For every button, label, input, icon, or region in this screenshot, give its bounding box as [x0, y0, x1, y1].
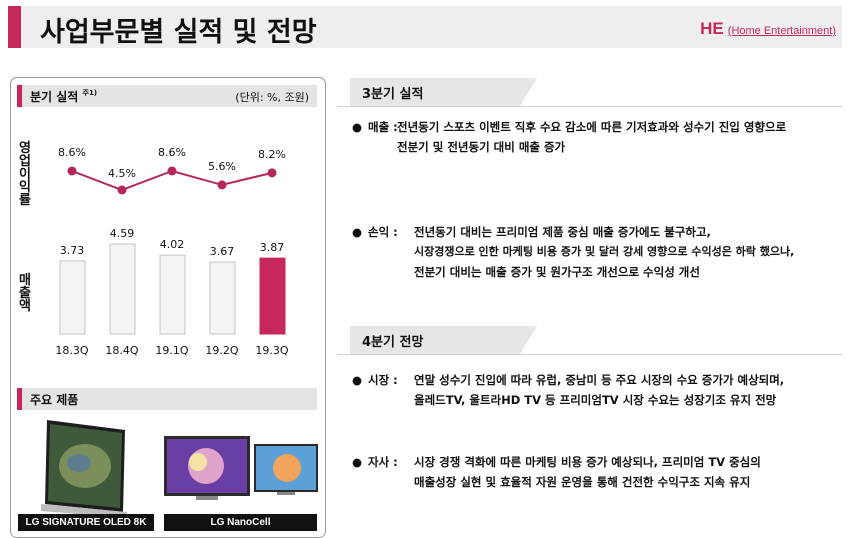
q4-market-item: ● 시장 : 연말 성수기 진입에 따라 유럽, 중남미 등 주요 시장의 수요…: [352, 370, 842, 412]
q4-market-line-2: 올레드TV, 울트라HD TV 등 프리미엄TV 시장 수요는 성장기조 유지 …: [414, 393, 777, 407]
footnote-marker: 주1): [82, 89, 98, 97]
sales-data-label: 3.73: [60, 244, 85, 257]
operating-margin-data-label: 8.2%: [258, 148, 286, 161]
operating-margin-data-label: 8.6%: [158, 146, 186, 159]
quarterly-performance-title: 분기 실적 주1): [30, 89, 98, 104]
bullet-icon: ●: [352, 455, 363, 469]
operating-margin-point: [67, 166, 77, 176]
q3-profit-label: 손익 :: [368, 225, 398, 239]
title-bar: 사업부문별 실적 및 전망 HE (Home Entertainment): [8, 6, 842, 48]
q4-outlook-header: 4분기 전망: [350, 326, 537, 354]
q3-results-title: 3분기 실적: [362, 87, 424, 102]
x-tick-label: 18.3Q: [55, 344, 88, 357]
q3-sales-label: 매출 :: [368, 120, 398, 134]
q3-sales-line-2: 전분기 및 전년동기 대비 매출 증가: [397, 140, 566, 154]
x-tick-label: 19.2Q: [205, 344, 238, 357]
sales-data-label: 3.67: [210, 245, 235, 258]
division-label: HE (Home Entertainment): [700, 19, 836, 39]
x-tick-label: 19.1Q: [155, 344, 188, 357]
q3-profit-line-3: 전분기 대비는 매출 증가 및 원가구조 개선으로 수익성 개선: [414, 265, 700, 279]
product-label-nanocell: LG NanoCell: [164, 514, 317, 531]
bullet-icon: ●: [352, 225, 363, 239]
operating-margin-data-label: 5.6%: [208, 160, 236, 173]
q3-results-header: 3분기 실적: [350, 78, 537, 106]
oled-8k-tv-image: [41, 420, 127, 518]
q4-divider: [337, 354, 842, 355]
sales-data-label: 4.59: [110, 227, 135, 240]
division-name: (Home Entertainment): [727, 25, 836, 37]
key-products-title: 주요 제품: [30, 393, 79, 407]
q4-company-label: 자사 :: [368, 455, 398, 469]
product-label-oled-8k: LG SIGNATURE OLED 8K: [18, 514, 154, 531]
x-tick-label: 19.3Q: [255, 344, 288, 357]
q3-sales-item: ● 매출 : 전년동기 스포츠 이벤트 직후 수요 감소에 따른 기저효과와 성…: [352, 117, 842, 159]
q3-profit-line-2: 시장경쟁으로 인한 마케팅 비용 증가 및 달러 강세 영향으로 수익성은 하락…: [414, 245, 795, 258]
title-accent-bar: [8, 6, 21, 48]
page-title: 사업부문별 실적 및 전망: [40, 17, 317, 48]
sales-data-label: 4.02: [160, 238, 185, 251]
sales-bar: [159, 254, 186, 335]
division-code: HE: [700, 19, 724, 38]
q3-profit-item: ● 손익 : 전년동기 대비는 프리미엄 제품 중심 매출 증가에도 불구하고,…: [352, 222, 842, 284]
nanocell-tv-image: [164, 436, 318, 500]
operating-margin-point: [267, 168, 277, 178]
operating-margin-point: [117, 185, 127, 195]
sales-bar: [59, 260, 86, 335]
q4-company-line-1: 시장 경쟁 격화에 따른 마케팅 비용 증가 예상되나, 프리미엄 TV 중심의: [414, 455, 761, 469]
x-tick-label: 18.4Q: [105, 344, 138, 357]
q4-company-line-2: 매출성장 실현 및 효율적 자원 운영을 통해 건전한 수익구조 지속 유지: [414, 475, 751, 489]
operating-margin-data-label: 4.5%: [108, 167, 136, 180]
sales-data-label: 3.87: [260, 241, 285, 254]
performance-chart: 8.6% 4.5% 8.6% 5.6% 8.2% 3.73 18.3Q 4.59 18.4Q 4.…: [55, 146, 288, 357]
bullet-icon: ●: [352, 120, 363, 134]
unit-label: (단위: %, 조원): [235, 91, 309, 104]
q3-divider: [337, 106, 842, 107]
q4-outlook-title: 4분기 전망: [362, 335, 424, 350]
q4-company-item: ● 자사 : 시장 경쟁 격화에 따른 마케팅 비용 증가 예상되나, 프리미엄…: [352, 452, 842, 494]
quarterly-performance-header: 분기 실적 주1) (단위: %, 조원): [17, 85, 317, 107]
sales-bar: [209, 261, 236, 335]
operating-margin-point: [217, 180, 227, 190]
operating-margin-point: [167, 166, 177, 176]
sales-bar: [259, 257, 286, 335]
q3-profit-line-1: 전년동기 대비는 프리미엄 제품 중심 매출 증가에도 불구하고,: [414, 225, 711, 239]
q4-market-line-1: 연말 성수기 진입에 따라 유럽, 중남미 등 주요 시장의 수요 증가가 예상…: [414, 373, 785, 387]
q3-sales-line-1: 전년동기 스포츠 이벤트 직후 수요 감소에 따른 기저효과와 성수기 진입 영…: [397, 120, 787, 134]
key-products-header: 주요 제품: [17, 388, 317, 410]
operating-margin-data-label: 8.6%: [58, 146, 86, 159]
sales-bar: [109, 243, 136, 335]
bullet-icon: ●: [352, 373, 363, 387]
product-images: LG SIGNATURE OLED 8K LG NanoCell: [11, 408, 325, 536]
q4-market-label: 시장 :: [368, 373, 398, 387]
